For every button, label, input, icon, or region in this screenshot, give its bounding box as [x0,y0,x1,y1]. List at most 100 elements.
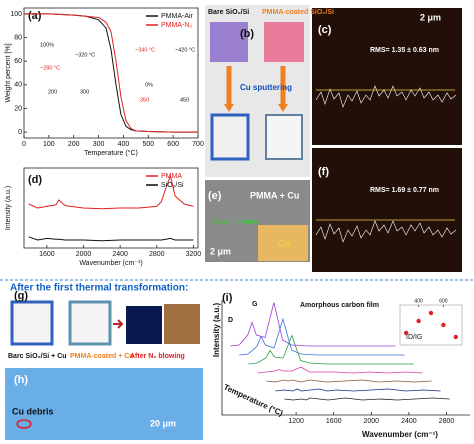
legend-label: PMMA-N₂ [161,22,192,29]
y-axis-label: Intensity (a.u.) [5,186,12,230]
panel-label: (g) [14,290,28,302]
y-tick-label: 40 [14,82,22,89]
annotation: ~320 °C [75,52,95,58]
panel-label: (d) [28,174,42,186]
annotation: ~340 °C [135,47,155,53]
z-axis-label: Temperature (°C) [222,383,284,419]
y-tick-label: 0 [18,129,22,136]
inset-frame [399,304,463,346]
point [441,322,446,328]
annotation: D [228,317,233,324]
panel-label: (f) [318,166,329,178]
photo [265,114,303,160]
annotation: ~420 °C [175,47,195,53]
x-tick-label: 2400 [401,418,417,425]
x-tick-label: 400 [118,141,130,148]
point [416,318,421,324]
profile [315,220,457,243]
x-tick-label: 1600 [39,251,55,258]
y-tick-label: 60 [14,58,22,65]
scale: 20 μm [150,418,176,428]
photo [68,300,112,346]
caption: PMMA-coated SiO₂/Si [262,9,334,16]
caption: Barc SiO₂/Si + Cu [8,353,67,360]
photo [164,304,200,344]
panel-label: (h) [14,374,28,386]
x-tick-label: 2000 [76,251,92,258]
annotation: 0% [145,82,153,88]
rms: RMS= 1.35 ± 0.63 nm [370,47,439,54]
profile [315,85,457,108]
panel-label: (i) [222,292,233,304]
panel-texts: (a) (b) (c) (d) (e) (f) (g) (h) (i) Bare… [8,9,441,429]
point [428,310,434,316]
legend-label: PMMA-Air [161,13,194,20]
data-line [248,334,414,365]
caption: Cu debris [12,406,54,416]
caption: Contamination [212,219,257,226]
x-tick-label: 600 [439,298,448,304]
annotation: Amorphous carbon film [300,302,379,309]
x-tick-label: 3200 [186,251,202,258]
data-line [28,174,194,210]
y-tick-label: 80 [14,34,22,41]
photo [210,113,250,161]
afm-c [312,8,462,145]
x-tick-label: 2000 [364,418,380,425]
data-line [230,302,396,347]
y-tick-label: 100 [10,11,22,18]
panel-label: (c) [318,24,332,36]
x-tick-label: 2400 [112,251,128,258]
annotation: 450 [180,97,189,103]
arrow [226,66,286,108]
y-tick-label: 20 [14,105,22,112]
caption: PMMA-coated + Cu [70,353,134,360]
x-tick-label: 600 [167,141,179,148]
x-tick-label: 1200 [288,418,304,425]
panel-label: (a) [28,10,42,22]
plot-frame [23,167,199,249]
data-line [28,236,194,242]
legend-label: PMMA [161,173,182,180]
scale: 2 μm [420,12,441,22]
afm-f [312,148,462,272]
legend-label: SiO₂/Si [161,182,184,189]
caption: Cu sputtering [240,83,292,92]
arrow [113,319,124,329]
x-tick-label: 0 [22,141,26,148]
arrow [224,104,288,112]
photo [10,300,54,346]
rms: RMS= 1.69 ± 0.77 nm [370,187,439,194]
annotation: ~280 °C [40,65,60,71]
scale: 2 μm [210,246,231,256]
annotation: 300 [80,89,89,95]
heading: After the first thermal transformation: [10,283,188,294]
annotation: 100% [40,42,54,48]
annotation: 350 [140,97,149,103]
point [404,330,409,336]
data-line [275,388,441,392]
y-axis-label: Weight percent [%] [5,43,12,102]
x-axis-label: Wavenumber (cm⁻¹) [79,260,142,267]
y-axis-label: Intensity (a.u.) [212,303,221,358]
x-tick-label: 400 [414,298,423,304]
data-line [266,379,432,383]
x-axis-label: Wavenumber (cm⁻¹) [362,430,438,439]
x-tick-label: 700 [192,141,204,148]
annotation: G [252,301,258,308]
x-tick-label: 500 [142,141,154,148]
photo [210,22,248,62]
x-tick-label: 100 [43,141,55,148]
inset-image [258,225,308,261]
data-line [257,366,423,374]
caption: After N₂ blowing [130,353,185,360]
annotation: 200 [48,89,57,95]
x-tick-label: 200 [68,141,80,148]
data-line [239,317,405,356]
x-tick-label: 1600 [326,418,342,425]
point [453,334,458,340]
photo [126,306,162,344]
caption: Bare SiO₂/Si [208,9,249,16]
panel-label: (b) [240,28,254,40]
